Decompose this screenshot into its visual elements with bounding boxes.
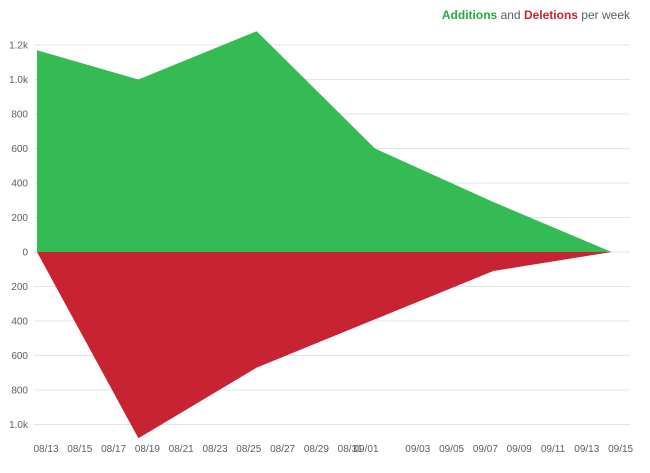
x-tick-label: 09/07: [473, 444, 498, 455]
x-tick-label: 09/01: [353, 444, 378, 455]
chart-legend: Additions and Deletions per week: [442, 8, 630, 22]
x-tick-label: 08/19: [135, 444, 160, 455]
area-layer: [37, 31, 612, 439]
additions-area: [37, 31, 612, 253]
y-tick-label: 800: [11, 110, 28, 121]
x-tick-label: 09/15: [608, 444, 633, 455]
x-tick-label: 08/25: [236, 444, 261, 455]
x-tick-label: 08/27: [270, 444, 295, 455]
x-tick-label: 08/31: [338, 444, 363, 455]
legend-suffix: per week: [581, 8, 630, 22]
y-tick-label: 600: [11, 144, 28, 155]
legend-additions: Additions: [441, 8, 498, 22]
legend-connector: and: [500, 8, 521, 22]
x-tick-label: 09/11: [541, 444, 566, 455]
y-tick-label: 200: [11, 213, 28, 224]
x-tick-label: 08/21: [169, 444, 194, 455]
y-axis: 1.2k 1.0k 800 600 400 200 0 200 400 600 800 1.0k: [9, 41, 29, 432]
y-tick-label: 400: [11, 179, 28, 190]
y-tick-label: 200: [11, 282, 28, 293]
y-tick-label: 1.0k: [9, 420, 29, 431]
y-tick-label: 600: [11, 351, 28, 362]
y-tick-label: 800: [11, 386, 28, 397]
x-tick-label: 09/03: [405, 444, 430, 455]
x-axis: 08/13 08/15 08/17 08/19 08/21 08/23 08/25 08/27…: [33, 444, 633, 455]
y-tick-label: 1.2k: [9, 41, 29, 52]
x-tick-label: 08/13: [33, 444, 58, 455]
deletions-area: [37, 252, 612, 439]
x-tick-label: 08/17: [101, 444, 126, 455]
y-tick-label: 0: [22, 248, 28, 259]
x-tick-label: 09/09: [507, 444, 532, 455]
legend-deletions: Deletions: [523, 8, 578, 22]
x-tick-label: 09/05: [439, 444, 464, 455]
y-tick-label: 1.0k: [9, 75, 29, 86]
x-tick-label: 09/13: [574, 444, 599, 455]
y-tick-label: 400: [11, 317, 28, 328]
x-tick-label: 08/15: [67, 444, 92, 455]
x-tick-label: 08/29: [304, 444, 329, 455]
x-tick-label: 08/23: [202, 444, 227, 455]
